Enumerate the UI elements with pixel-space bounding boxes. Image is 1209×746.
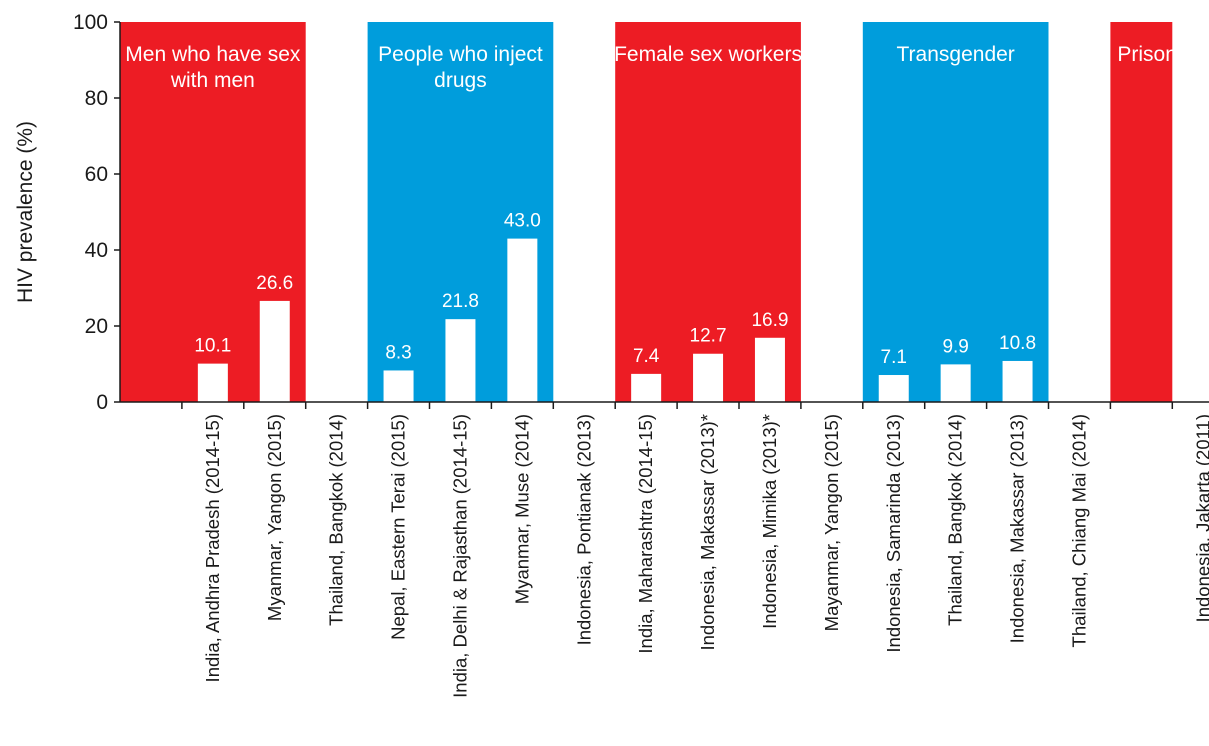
data-labels: 10.1 26.6 28.6 8.3 21.8 43.0 60.7 7.4 12.7 16.9 24… xyxy=(194,143,1208,368)
y-tick-label-2: 40 xyxy=(85,239,108,262)
category-label-6: Indonesia, Pontianak (2013) xyxy=(573,414,594,645)
group-label-0: Men who have sex xyxy=(125,43,301,66)
category-label-14: Thailand, Chiang Mai (2014) xyxy=(1068,414,1089,647)
data-label-1: 26.6 xyxy=(256,273,293,294)
category-label-13: Indonesia, Makassar (2013) xyxy=(1007,414,1028,643)
bar-15 xyxy=(1188,371,1209,402)
y-tick-label-4: 80 xyxy=(85,87,108,110)
data-label-15: 8 xyxy=(1198,344,1209,365)
bar-8 xyxy=(693,353,724,402)
axes: 0 20 40 60 80 100 xyxy=(73,11,1209,414)
data-label-13: 10.8 xyxy=(999,333,1036,354)
bar-10 xyxy=(816,308,847,402)
category-label-3: Nepal, Eastern Terai (2015) xyxy=(388,414,409,640)
data-label-9: 16.9 xyxy=(751,310,788,331)
category-labels: India, Andhra Pradesh (2014-15) Myanmar, … xyxy=(202,414,1209,698)
data-label-4: 21.8 xyxy=(442,291,479,312)
bar-14 xyxy=(1064,351,1095,402)
data-label-2: 28.6 xyxy=(318,265,355,286)
category-label-7: India, Maharashtra (2014-15) xyxy=(635,414,656,654)
group-bands xyxy=(120,22,1173,402)
data-label-0: 10.1 xyxy=(194,336,231,357)
category-label-10: Mayanmar, Yangon (2015) xyxy=(821,414,842,631)
group-label-3: Transgender xyxy=(897,43,1015,66)
y-tick-label-0: 0 xyxy=(96,391,108,414)
bar-9 xyxy=(754,337,785,402)
data-label-14: 13.3 xyxy=(1061,323,1098,344)
group-label-2: Female sex workers xyxy=(614,43,802,66)
data-label-12: 9.9 xyxy=(942,336,968,357)
category-label-0: India, Andhra Pradesh (2014-15) xyxy=(202,414,223,682)
category-label-8: Indonesia, Makassar (2013)* xyxy=(697,414,718,651)
bar-2 xyxy=(321,293,352,402)
y-axis-title: HIV prevalence (%) xyxy=(14,121,37,303)
bar-3 xyxy=(383,370,414,402)
category-label-9: Indonesia, Mimika (2013)* xyxy=(759,414,780,629)
y-tick-label-3: 60 xyxy=(85,163,108,186)
data-label-7: 7.4 xyxy=(633,346,660,367)
category-label-12: Thailand, Bangkok (2014) xyxy=(945,414,966,626)
bar-1 xyxy=(259,300,290,402)
y-tick-label-5: 100 xyxy=(73,11,108,34)
category-label-5: Myanmar, Muse (2014) xyxy=(511,414,532,604)
group-band-3 xyxy=(862,22,1049,402)
category-label-1: Myanmar, Yangon (2015) xyxy=(264,414,285,621)
group-labels: Men who have sex with men People who injec… xyxy=(125,43,1206,92)
data-label-11: 7.1 xyxy=(881,347,907,368)
data-label-8: 12.7 xyxy=(690,326,727,347)
bars xyxy=(197,171,1209,402)
bar-4 xyxy=(445,319,476,402)
data-label-3: 8.3 xyxy=(385,342,411,363)
bar-13 xyxy=(1002,360,1033,402)
category-label-4: India, Delhi & Rajasthan (2014-15) xyxy=(449,414,470,698)
group-label-1: drugs xyxy=(434,69,487,92)
group-label-4: Prisoners xyxy=(1117,43,1206,66)
data-label-10: 24.6 xyxy=(813,281,850,302)
group-label-1: People who inject xyxy=(378,43,543,66)
bar-7 xyxy=(631,373,662,402)
bar-11 xyxy=(878,375,909,402)
group-label-0: with men xyxy=(170,69,255,92)
data-label-5: 43.0 xyxy=(504,211,541,232)
bar-0 xyxy=(197,363,228,402)
y-tick-label-1: 20 xyxy=(85,315,108,338)
bar-5 xyxy=(507,238,538,402)
group-band-4 xyxy=(1110,22,1173,402)
bar-6 xyxy=(569,171,600,402)
data-label-6: 60.7 xyxy=(566,143,603,164)
bar-12 xyxy=(940,364,971,402)
category-label-15: Indonesia, Jakarta (2011) xyxy=(1192,414,1209,622)
category-label-11: Indonesia, Samarinda (2013) xyxy=(883,414,904,653)
category-label-2: Thailand, Bangkok (2014) xyxy=(326,414,347,626)
